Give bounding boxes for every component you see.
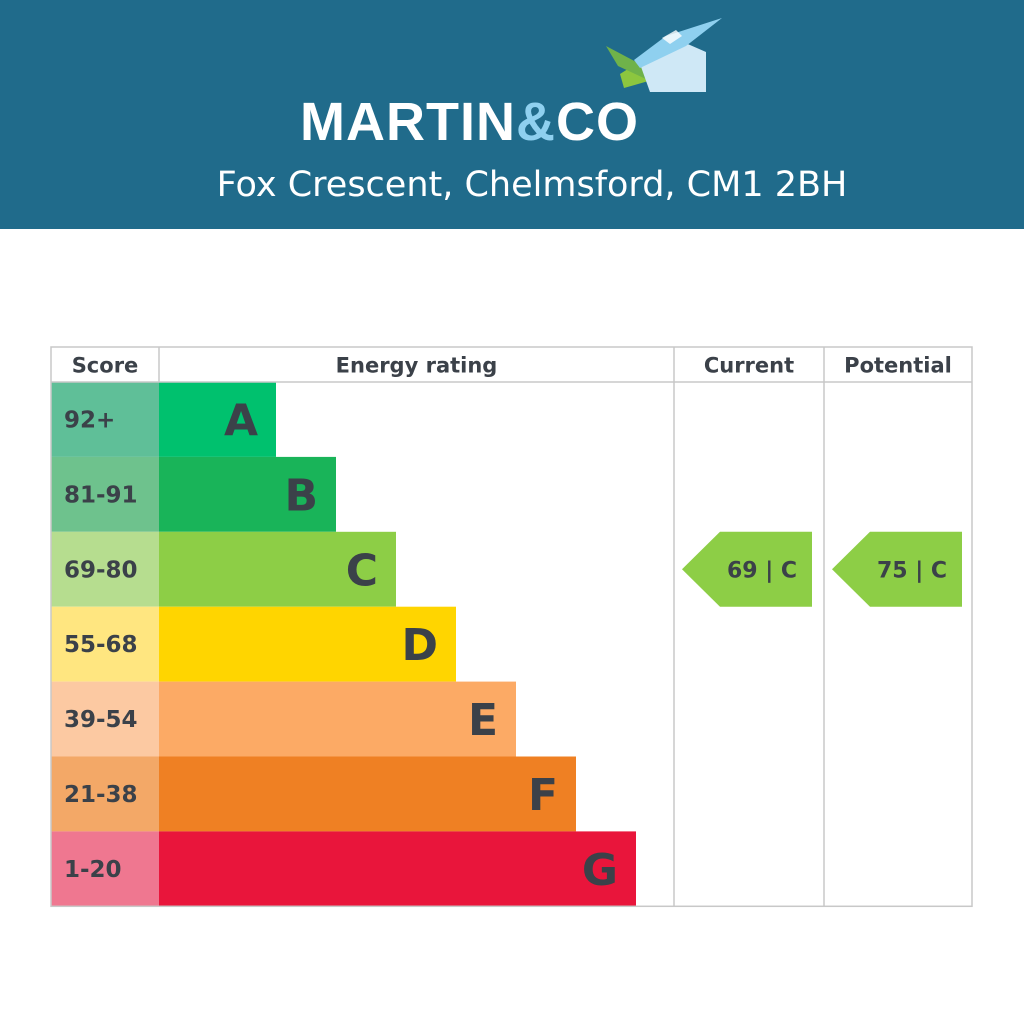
column-header-potential: Potential: [844, 354, 952, 378]
rating-bar-g: [159, 831, 636, 907]
column-header-current: Current: [704, 354, 794, 378]
column-header-score: Score: [72, 354, 139, 378]
table-border: [50, 346, 973, 908]
score-cell-e: [51, 681, 159, 757]
score-cell-b: [51, 456, 159, 532]
potential-rating-label: 75 | C: [877, 558, 947, 583]
band-letter-f: F: [528, 770, 558, 821]
current-arrow: [682, 531, 812, 607]
score-cell-a: [51, 382, 159, 457]
score-label-g: 1-20: [64, 857, 122, 883]
rating-bar-f: [159, 756, 576, 832]
header-banner: MARTIN&CO Fox Crescent, Chelmsford, CM1 …: [0, 0, 1024, 229]
band-letter-a: A: [224, 395, 258, 446]
band-letter-c: C: [346, 545, 378, 596]
house-roof-logo-icon: [606, 18, 722, 92]
column-header-energy-rating: Energy rating: [336, 354, 498, 378]
current-rating-label: 69 | C: [727, 558, 797, 583]
rating-bar-a: [159, 382, 276, 457]
score-label-f: 21-38: [64, 782, 138, 808]
rating-bar-c: [159, 531, 396, 607]
score-label-c: 69-80: [64, 557, 138, 583]
band-letter-e: E: [468, 695, 498, 746]
brand-logo-text: MARTIN&CO: [300, 92, 639, 152]
rating-bar-b: [159, 456, 336, 532]
rating-bar-e: [159, 681, 516, 757]
score-cell-g: [51, 831, 159, 907]
band-letter-d: D: [401, 620, 438, 671]
score-label-a: 92+: [64, 407, 115, 433]
score-cell-c: [51, 531, 159, 607]
score-label-b: 81-91: [64, 482, 138, 508]
score-cell-f: [51, 756, 159, 832]
score-cell-d: [51, 606, 159, 682]
band-letter-b: B: [284, 470, 318, 521]
band-letter-g: G: [582, 845, 618, 896]
potential-arrow: [832, 531, 962, 607]
score-label-e: 39-54: [64, 707, 138, 733]
score-label-d: 55-68: [64, 632, 138, 658]
rating-bar-d: [159, 606, 456, 682]
property-address: Fox Crescent, Chelmsford, CM1 2BH: [216, 165, 848, 205]
